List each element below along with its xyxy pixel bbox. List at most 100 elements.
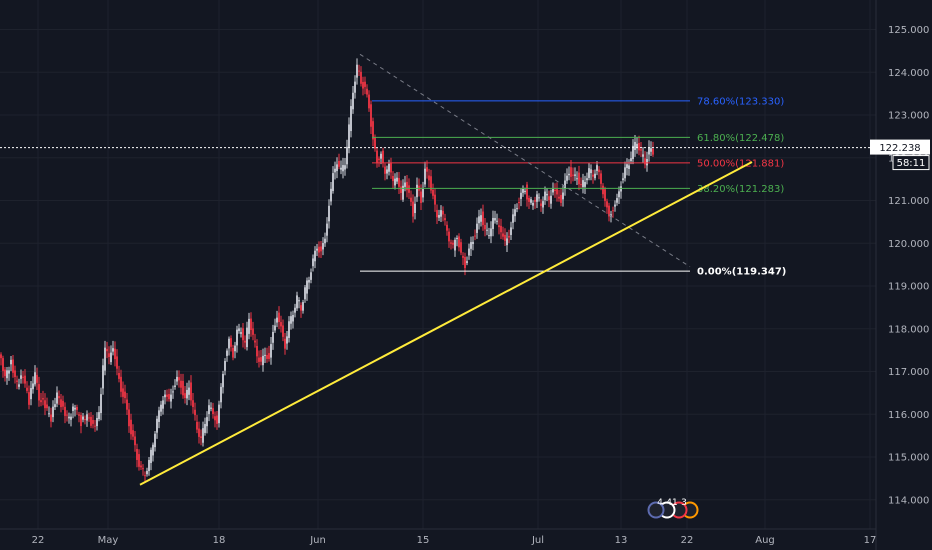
candle-body bbox=[334, 168, 336, 173]
candle-body bbox=[422, 188, 424, 198]
candle-body bbox=[128, 409, 130, 427]
candle-body bbox=[86, 414, 88, 421]
candle-body bbox=[88, 417, 90, 419]
candle-body bbox=[302, 302, 304, 311]
candle-body bbox=[502, 233, 504, 237]
y-tick-label: 120.000 bbox=[888, 239, 929, 250]
candle-body bbox=[232, 347, 234, 358]
fib-level-label: 0.00%(119.347) bbox=[697, 267, 786, 278]
candle-body bbox=[112, 348, 114, 352]
time-axis[interactable]: 22 May 18 Jun 15 Jul 13 22 Aug 17 bbox=[32, 535, 877, 546]
candle-body bbox=[530, 199, 532, 203]
x-tick-label: 22 bbox=[32, 535, 45, 546]
candle-body bbox=[636, 143, 638, 149]
candle-body bbox=[592, 174, 594, 177]
candle-body bbox=[26, 387, 28, 391]
candle-body bbox=[364, 81, 366, 87]
fib-retracement[interactable]: 78.60%(123.330) 61.80%(122.478) 50.00%(121… bbox=[360, 96, 786, 278]
candle-body bbox=[432, 189, 434, 196]
candle-body bbox=[108, 353, 110, 357]
candle-body bbox=[358, 70, 360, 72]
candle-body bbox=[316, 248, 318, 251]
candle-body bbox=[408, 185, 410, 193]
candle-body bbox=[24, 375, 26, 384]
candle-body bbox=[618, 191, 620, 198]
candle-body bbox=[544, 191, 546, 201]
candle-body bbox=[456, 237, 458, 239]
candle-body bbox=[550, 195, 552, 204]
candle-body bbox=[278, 312, 280, 323]
candle-body bbox=[462, 256, 464, 258]
candle-body bbox=[646, 158, 648, 166]
candle-body bbox=[38, 384, 40, 401]
candle-body bbox=[220, 386, 222, 403]
candle-body bbox=[74, 407, 76, 410]
candle-body bbox=[308, 279, 310, 283]
candle-body bbox=[182, 380, 184, 396]
candle-body bbox=[260, 357, 262, 362]
candle-body bbox=[534, 200, 536, 202]
candle-body bbox=[154, 433, 156, 448]
candle-body bbox=[310, 272, 312, 280]
candle-body bbox=[138, 454, 140, 467]
candle-body bbox=[494, 218, 496, 221]
candle-body bbox=[136, 449, 138, 460]
candle-body bbox=[526, 184, 528, 200]
candle-body bbox=[336, 164, 338, 172]
candle-body bbox=[420, 191, 422, 203]
candle-body bbox=[2, 358, 4, 371]
candle-body bbox=[604, 189, 606, 201]
candle-body bbox=[140, 465, 142, 468]
event-badge-icon[interactable] bbox=[647, 501, 665, 519]
candle-body bbox=[372, 121, 374, 140]
candle-body bbox=[426, 167, 428, 172]
candle-body bbox=[8, 370, 10, 374]
candle-body bbox=[94, 425, 96, 427]
candle-body bbox=[192, 400, 194, 408]
candle-body bbox=[510, 227, 512, 235]
y-tick-label: 116.000 bbox=[888, 410, 929, 421]
event-badge-count: 3 bbox=[681, 498, 687, 508]
candle-body bbox=[76, 407, 78, 410]
trendline[interactable] bbox=[139, 161, 753, 486]
candle-body bbox=[632, 145, 634, 159]
candle-body bbox=[300, 305, 302, 311]
y-tick-label: 114.000 bbox=[888, 495, 929, 506]
candle-body bbox=[650, 148, 652, 152]
candle-body bbox=[178, 377, 180, 381]
candle-body bbox=[644, 158, 646, 165]
fib-diagonal-line[interactable] bbox=[359, 53, 691, 268]
candle-body bbox=[36, 374, 38, 383]
fib-level-label: 61.80%(122.478) bbox=[697, 133, 784, 144]
candle-body bbox=[400, 186, 402, 194]
candle-body bbox=[276, 317, 278, 323]
candle-body bbox=[236, 329, 238, 346]
candle-body bbox=[148, 460, 150, 472]
candle-body bbox=[338, 160, 340, 167]
candle-body bbox=[222, 373, 224, 388]
event-badges[interactable]: 4 41 3 bbox=[647, 498, 699, 519]
candle-body bbox=[304, 287, 306, 300]
candle-body bbox=[28, 392, 30, 405]
candle-body bbox=[248, 318, 250, 334]
candle-body bbox=[630, 158, 632, 162]
candle-body bbox=[386, 169, 388, 174]
candle-body bbox=[184, 393, 186, 399]
candle-body bbox=[368, 94, 370, 109]
candle-body bbox=[348, 124, 350, 148]
candle-body bbox=[18, 384, 20, 387]
candle-body bbox=[586, 178, 588, 181]
candle-body bbox=[332, 173, 334, 192]
candle-body bbox=[46, 404, 48, 409]
candle-body bbox=[438, 215, 440, 218]
candle-body bbox=[490, 228, 492, 237]
candle-body bbox=[638, 142, 640, 151]
candle-body bbox=[82, 416, 84, 420]
x-tick-label: 22 bbox=[681, 535, 694, 546]
candle-body bbox=[132, 430, 134, 437]
candle-body bbox=[42, 398, 44, 400]
candle-body bbox=[520, 192, 522, 199]
candle-body bbox=[470, 242, 472, 249]
candle-body bbox=[52, 406, 54, 418]
